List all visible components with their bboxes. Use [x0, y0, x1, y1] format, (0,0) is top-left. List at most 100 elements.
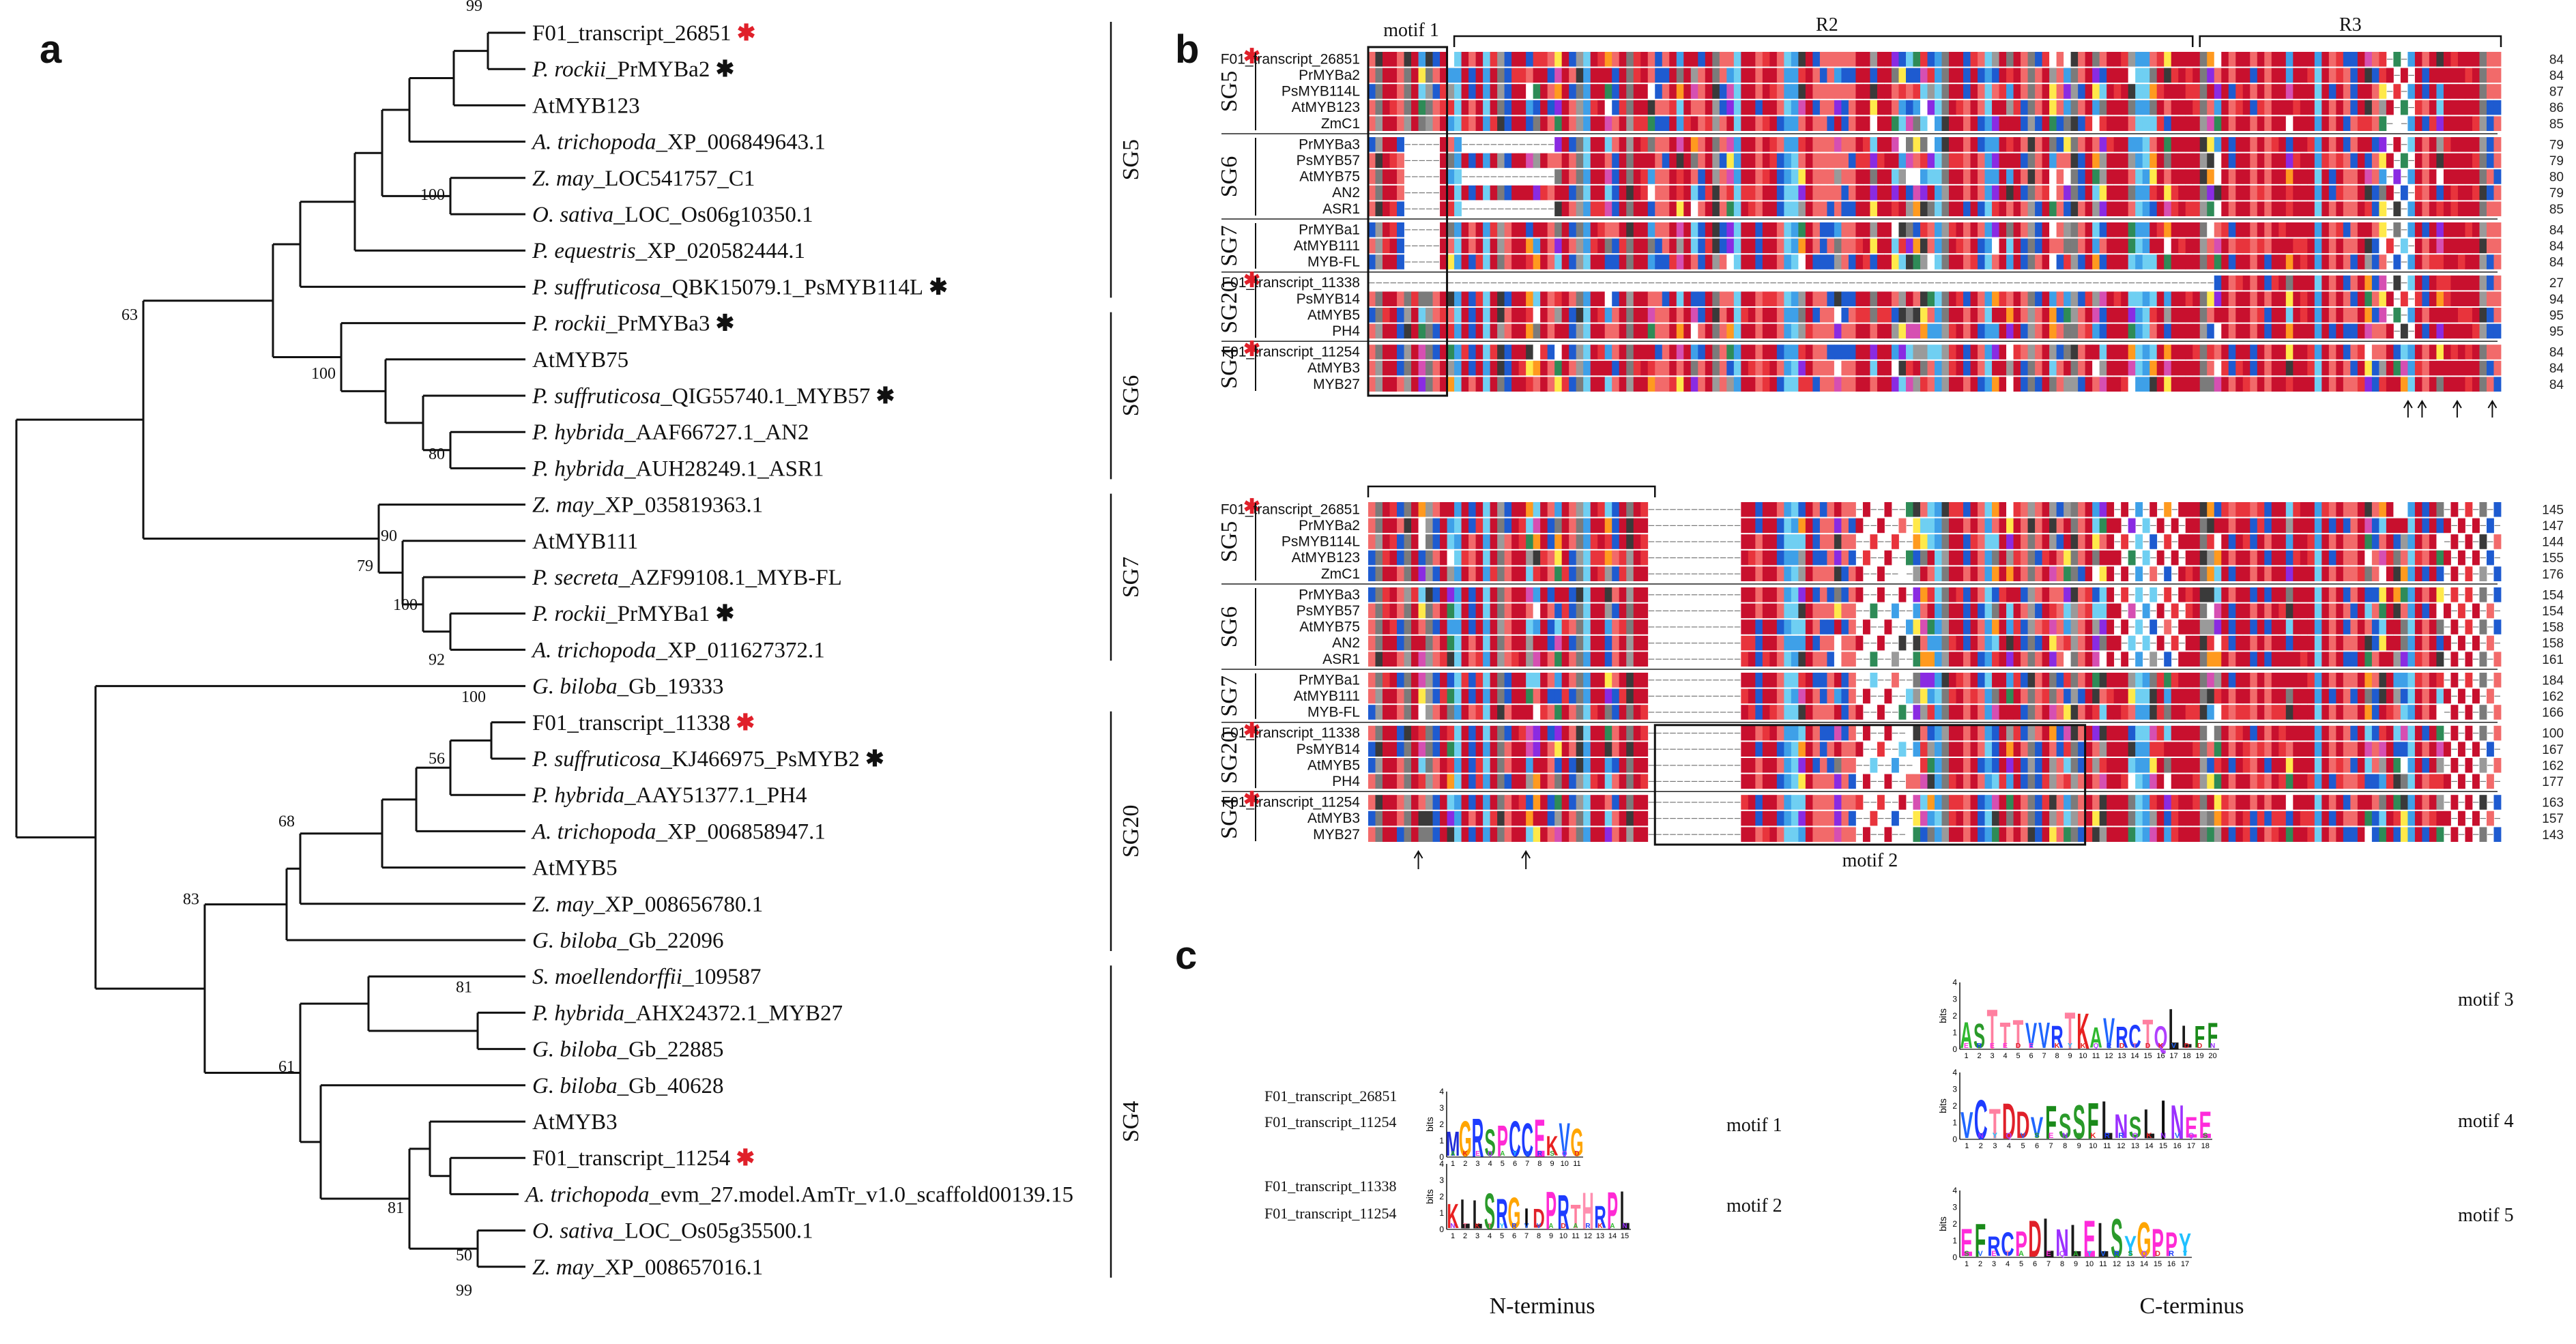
residue-cell [1719, 84, 1727, 99]
residue-cell [1461, 68, 1469, 83]
residue-cell [1748, 518, 1756, 534]
residue-cell [1640, 84, 1649, 99]
residue-cell [1547, 323, 1555, 339]
residue-cell [1590, 222, 1598, 237]
residue-cell [1762, 345, 1770, 360]
residue-cell [1984, 345, 1993, 360]
residue-cell [1504, 635, 1512, 651]
residue-cell [1411, 377, 1419, 392]
residue-cell [2257, 652, 2265, 667]
residue-cell [2013, 619, 2021, 634]
residue-cell [1411, 323, 1419, 339]
residue-cell [1891, 116, 1899, 131]
residue-cell [1877, 587, 1885, 602]
residue-cell [1490, 308, 1498, 323]
residue-cell [1741, 238, 1749, 254]
residue-cell [2193, 345, 2201, 360]
residue-cell [1862, 185, 1870, 201]
residue-cell [2386, 68, 2394, 83]
residue-cell [1483, 566, 1491, 581]
residue-cell [2193, 550, 2201, 566]
residue-cell [1784, 566, 1792, 581]
residue-cell [2293, 222, 2301, 237]
residue-cell [2314, 550, 2322, 566]
residue-cell [1504, 254, 1512, 269]
residue-cell [1812, 254, 1821, 269]
residue-cell [2278, 587, 2287, 602]
residue-cell [1784, 619, 1792, 634]
residue-cell [1375, 635, 1383, 651]
residue-cell [2228, 323, 2236, 339]
residue-cell [2436, 84, 2444, 99]
tree-leaf-label: P. equestris_XP_020582444.1 [532, 239, 805, 263]
residue-cell [1389, 534, 1398, 549]
residue-cell [2364, 84, 2373, 99]
residue-cell [2013, 84, 2021, 99]
residue-cell [1590, 619, 1598, 634]
residue-cell [1597, 518, 1606, 534]
residue-cell [1404, 518, 1412, 534]
residue-cell [1576, 254, 1584, 269]
residue-cell [2064, 238, 2072, 254]
residue-cell [2135, 360, 2143, 376]
residue-cell [2436, 275, 2444, 291]
residue-cell [1848, 534, 1856, 549]
residue-cell [1805, 635, 1813, 651]
residue-cell [2393, 116, 2401, 131]
residue-cell [1576, 652, 1584, 667]
residue-cell [1705, 68, 1713, 83]
residue-cell [1397, 153, 1404, 169]
residue-cell [1812, 222, 1821, 237]
residue-cell [2379, 68, 2387, 83]
residue-cell [1669, 323, 1677, 339]
residue-cell [2364, 587, 2373, 602]
residue-cell [1640, 603, 1649, 619]
residue-cell [1432, 377, 1441, 392]
residue-cell [2307, 52, 2315, 67]
residue-cell [1590, 652, 1598, 667]
residue-cell [2486, 185, 2494, 201]
residue-cell [1956, 550, 1964, 566]
residue-cell [2307, 550, 2315, 566]
residue-cell [2042, 345, 2050, 360]
residue-cell [1540, 254, 1548, 269]
residue-cell [2099, 137, 2107, 152]
residue-cell [1870, 137, 1878, 152]
residue-cell [2042, 153, 2050, 169]
residue-cell [1554, 603, 1563, 619]
residue-cell [2422, 169, 2430, 184]
residue-cell [2085, 635, 2093, 651]
up-arrow [2417, 400, 2427, 418]
residue-cell [2257, 635, 2265, 651]
residue-cell [2078, 502, 2086, 517]
residue-cell [1726, 153, 1735, 169]
residue-cell [1404, 360, 1412, 376]
residue-cell [2027, 619, 2036, 634]
residue-cell [1978, 68, 1985, 83]
residue-cell [1590, 550, 1598, 566]
residue-cell [2371, 116, 2379, 131]
residue-cell [1526, 345, 1534, 360]
residue-cell [1468, 52, 1476, 67]
residue-cell [2422, 345, 2430, 360]
residue-cell [1375, 377, 1383, 392]
group-label: SG20 [1217, 280, 1242, 333]
residue-cell [2092, 502, 2100, 517]
residue-cell [2156, 635, 2165, 651]
residue-cell [1619, 323, 1627, 339]
residue-cell [1633, 587, 1641, 602]
residue-cell [1404, 502, 1412, 517]
residue-cell [2422, 323, 2430, 339]
residue-cell [2450, 534, 2459, 549]
residue-cell [1935, 68, 1942, 83]
residue-cell [2006, 52, 2014, 67]
residue-cell [2027, 291, 2036, 306]
residue-cell [1970, 377, 1978, 392]
residue-cell [1963, 502, 1971, 517]
residue-cell [1726, 201, 1735, 216]
residue-cell [2214, 550, 2222, 566]
residue-cell [1984, 550, 1993, 566]
residue-cell [1762, 291, 1770, 306]
residue-cell [2285, 84, 2293, 99]
residue-cell [1812, 550, 1821, 566]
